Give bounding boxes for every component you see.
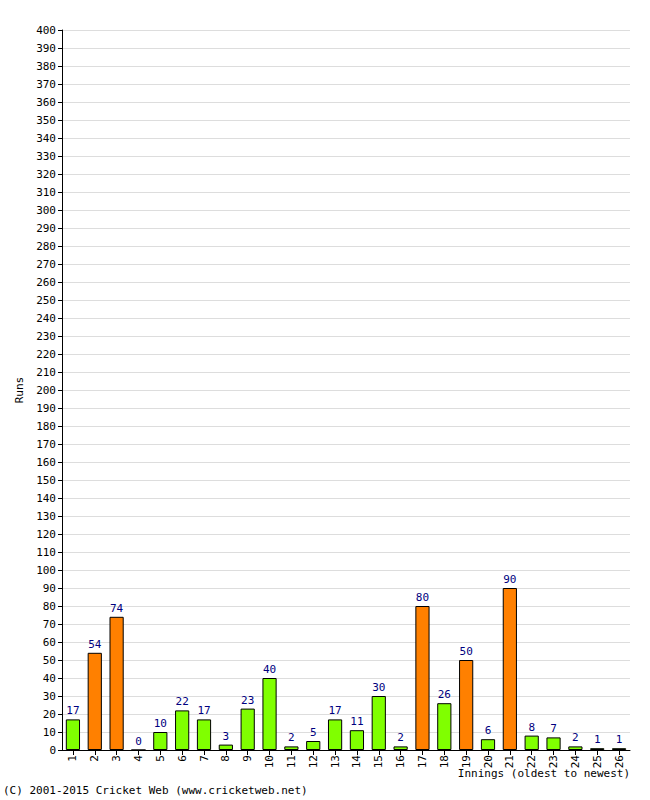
svg-text:1: 1 bbox=[66, 755, 79, 762]
svg-text:90: 90 bbox=[503, 573, 516, 586]
svg-text:5: 5 bbox=[310, 726, 317, 739]
svg-text:19: 19 bbox=[460, 755, 473, 768]
svg-text:210: 210 bbox=[36, 366, 56, 379]
svg-text:2: 2 bbox=[288, 731, 295, 744]
svg-text:2: 2 bbox=[572, 731, 579, 744]
svg-text:160: 160 bbox=[36, 456, 56, 469]
svg-text:110: 110 bbox=[36, 546, 56, 559]
svg-text:17: 17 bbox=[328, 704, 341, 717]
svg-text:0: 0 bbox=[49, 744, 56, 757]
svg-text:180: 180 bbox=[36, 420, 56, 433]
svg-text:360: 360 bbox=[36, 96, 56, 109]
svg-text:30: 30 bbox=[43, 690, 56, 703]
svg-text:170: 170 bbox=[36, 438, 56, 451]
svg-text:20: 20 bbox=[482, 755, 495, 768]
svg-text:2: 2 bbox=[88, 755, 101, 762]
svg-text:220: 220 bbox=[36, 348, 56, 361]
svg-text:22: 22 bbox=[176, 695, 189, 708]
svg-text:190: 190 bbox=[36, 402, 56, 415]
svg-text:Innings (oldest to newest): Innings (oldest to newest) bbox=[457, 767, 630, 780]
svg-text:280: 280 bbox=[36, 240, 56, 253]
svg-text:12: 12 bbox=[307, 755, 320, 768]
svg-text:26: 26 bbox=[613, 755, 626, 768]
svg-text:11: 11 bbox=[285, 755, 298, 768]
svg-text:300: 300 bbox=[36, 204, 56, 217]
svg-text:390: 390 bbox=[36, 42, 56, 55]
svg-text:(C) 2001-2015 Cricket Web (www: (C) 2001-2015 Cricket Web (www.cricketwe… bbox=[3, 784, 308, 797]
svg-text:100: 100 bbox=[36, 564, 56, 577]
svg-text:370: 370 bbox=[36, 78, 56, 91]
svg-text:30: 30 bbox=[372, 681, 385, 694]
svg-text:340: 340 bbox=[36, 132, 56, 145]
svg-text:21: 21 bbox=[503, 755, 516, 768]
svg-text:70: 70 bbox=[43, 618, 56, 631]
svg-text:10: 10 bbox=[263, 755, 276, 768]
svg-text:260: 260 bbox=[36, 276, 56, 289]
svg-text:2: 2 bbox=[397, 731, 404, 744]
svg-text:18: 18 bbox=[438, 755, 451, 768]
svg-text:120: 120 bbox=[36, 528, 56, 541]
svg-text:5: 5 bbox=[154, 755, 167, 762]
svg-text:13: 13 bbox=[329, 755, 342, 768]
svg-text:1: 1 bbox=[594, 733, 601, 746]
svg-text:60: 60 bbox=[43, 636, 56, 649]
svg-text:16: 16 bbox=[394, 755, 407, 768]
svg-text:7: 7 bbox=[198, 755, 211, 762]
svg-text:40: 40 bbox=[43, 672, 56, 685]
svg-text:80: 80 bbox=[43, 600, 56, 613]
svg-text:290: 290 bbox=[36, 222, 56, 235]
svg-text:6: 6 bbox=[176, 755, 189, 762]
svg-text:25: 25 bbox=[591, 755, 604, 768]
svg-text:8: 8 bbox=[219, 755, 232, 762]
svg-text:7: 7 bbox=[550, 722, 557, 735]
svg-text:0: 0 bbox=[135, 735, 142, 748]
svg-text:400: 400 bbox=[36, 24, 56, 37]
svg-text:6: 6 bbox=[485, 724, 492, 737]
svg-text:40: 40 bbox=[263, 663, 276, 676]
svg-text:11: 11 bbox=[350, 715, 363, 728]
svg-text:17: 17 bbox=[416, 755, 429, 768]
svg-text:250: 250 bbox=[36, 294, 56, 307]
svg-text:50: 50 bbox=[43, 654, 56, 667]
svg-text:23: 23 bbox=[241, 694, 254, 707]
svg-text:15: 15 bbox=[372, 755, 385, 768]
svg-text:230: 230 bbox=[36, 330, 56, 343]
svg-text:80: 80 bbox=[416, 591, 429, 604]
svg-text:17: 17 bbox=[197, 704, 210, 717]
svg-text:4: 4 bbox=[132, 755, 145, 762]
svg-text:24: 24 bbox=[569, 755, 582, 769]
svg-text:22: 22 bbox=[525, 755, 538, 768]
svg-text:140: 140 bbox=[36, 492, 56, 505]
svg-text:270: 270 bbox=[36, 258, 56, 271]
svg-text:14: 14 bbox=[350, 755, 363, 769]
svg-text:90: 90 bbox=[43, 582, 56, 595]
svg-text:50: 50 bbox=[460, 645, 473, 658]
svg-text:26: 26 bbox=[438, 688, 451, 701]
svg-text:330: 330 bbox=[36, 150, 56, 163]
svg-text:380: 380 bbox=[36, 60, 56, 73]
svg-text:320: 320 bbox=[36, 168, 56, 181]
svg-text:1: 1 bbox=[616, 733, 623, 746]
svg-text:3: 3 bbox=[110, 755, 123, 762]
svg-text:20: 20 bbox=[43, 708, 56, 721]
svg-text:74: 74 bbox=[110, 602, 124, 615]
svg-text:350: 350 bbox=[36, 114, 56, 127]
svg-text:10: 10 bbox=[43, 726, 56, 739]
svg-text:130: 130 bbox=[36, 510, 56, 523]
svg-text:54: 54 bbox=[88, 638, 102, 651]
svg-text:3: 3 bbox=[223, 730, 230, 743]
svg-text:10: 10 bbox=[154, 717, 167, 730]
svg-text:310: 310 bbox=[36, 186, 56, 199]
svg-text:200: 200 bbox=[36, 384, 56, 397]
svg-text:9: 9 bbox=[241, 755, 254, 762]
svg-text:23: 23 bbox=[547, 755, 560, 768]
svg-text:8: 8 bbox=[528, 721, 535, 734]
svg-text:240: 240 bbox=[36, 312, 56, 325]
svg-text:Runs: Runs bbox=[13, 377, 26, 404]
svg-text:150: 150 bbox=[36, 474, 56, 487]
svg-text:17: 17 bbox=[66, 704, 79, 717]
